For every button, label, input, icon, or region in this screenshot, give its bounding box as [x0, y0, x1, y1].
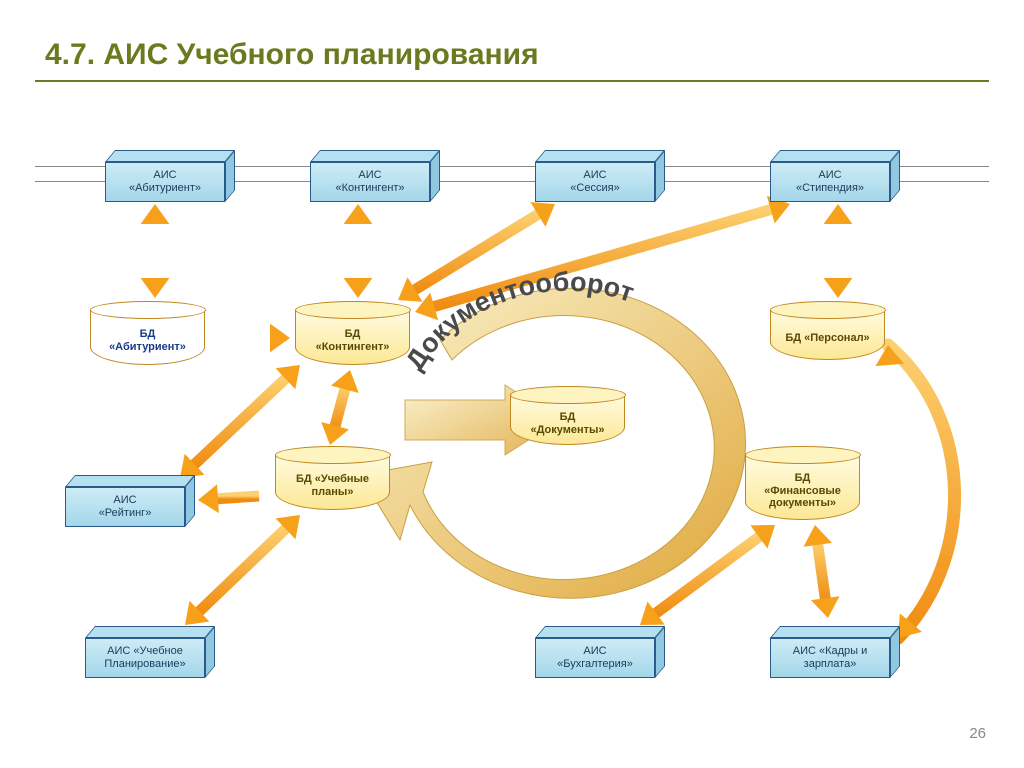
- cube-face: АИС«Контингент»: [310, 162, 430, 202]
- cube-top: [105, 150, 235, 162]
- cyl-label: БД «Персонал»: [785, 332, 869, 345]
- cyl-top: [90, 301, 206, 319]
- cube-top: [535, 150, 665, 162]
- cyl-top: [295, 301, 411, 319]
- cyl-body: БД«Финансовыедокументы»: [745, 455, 860, 520]
- cube-face: АИС«Абитуриент»: [105, 162, 225, 202]
- db-bd_documents: БД«Документы»: [510, 395, 625, 445]
- db-bd_fin: БД«Финансовыедокументы»: [745, 455, 860, 520]
- cube-face: АИС «Кадры изарплата»: [770, 638, 890, 678]
- db-bd_plans: БД «Учебныепланы»: [275, 455, 390, 510]
- ais-box-buh: АИС«Бухгалтерия»: [535, 626, 663, 678]
- cyl-label: БД«Документы»: [530, 411, 604, 436]
- cyl-body: БД«Документы»: [510, 395, 625, 445]
- ais-box-kadry: АИС «Кадры изарплата»: [770, 626, 898, 678]
- title-underline: [35, 80, 989, 82]
- cube-top: [310, 150, 440, 162]
- docflow-label: Документооборот: [400, 267, 638, 376]
- svg-text:Документооборот: Документооборот: [400, 267, 638, 376]
- cyl-top: [510, 386, 626, 404]
- cyl-body: БД«Контингент»: [295, 310, 410, 365]
- ais-box-planning: АИС «УчебноеПланирование»: [85, 626, 213, 678]
- cyl-top: [275, 446, 391, 464]
- cyl-body: БД «Персонал»: [770, 310, 885, 360]
- cube-face: АИС«Бухгалтерия»: [535, 638, 655, 678]
- ais-box-abiturient: АИС«Абитуриент»: [105, 150, 233, 202]
- cube-top: [770, 150, 900, 162]
- cyl-label: БД «Учебныепланы»: [296, 473, 369, 498]
- cube-top: [535, 626, 665, 638]
- cyl-label: БД«Абитуриент»: [109, 328, 186, 353]
- cyl-label: БД«Финансовыедокументы»: [764, 472, 841, 510]
- cube-face: АИС«Стипендия»: [770, 162, 890, 202]
- cyl-top: [745, 446, 861, 464]
- cyl-label: БД«Контингент»: [316, 328, 390, 353]
- slide-title: 4.7. АИС Учебного планирования: [45, 38, 539, 72]
- ais-box-kontingent: АИС«Контингент»: [310, 150, 438, 202]
- cyl-body: БД «Учебныепланы»: [275, 455, 390, 510]
- cube-face: АИС«Рейтинг»: [65, 487, 185, 527]
- ais-box-reiting: АИС«Рейтинг»: [65, 475, 193, 527]
- cube-top: [65, 475, 195, 487]
- db-bd_personal: БД «Персонал»: [770, 310, 885, 360]
- cyl-top: [770, 301, 886, 319]
- ais-box-sessiya: АИС«Сессия»: [535, 150, 663, 202]
- db-bd_abiturient: БД«Абитуриент»: [90, 310, 205, 365]
- ais-box-stipendiya: АИС«Стипендия»: [770, 150, 898, 202]
- cube-face: АИС«Сессия»: [535, 162, 655, 202]
- cube-face: АИС «УчебноеПланирование»: [85, 638, 205, 678]
- cyl-body: БД«Абитуриент»: [90, 310, 205, 365]
- cube-top: [85, 626, 215, 638]
- page-number: 26: [969, 725, 986, 742]
- cube-top: [770, 626, 900, 638]
- db-bd_kontingent: БД«Контингент»: [295, 310, 410, 365]
